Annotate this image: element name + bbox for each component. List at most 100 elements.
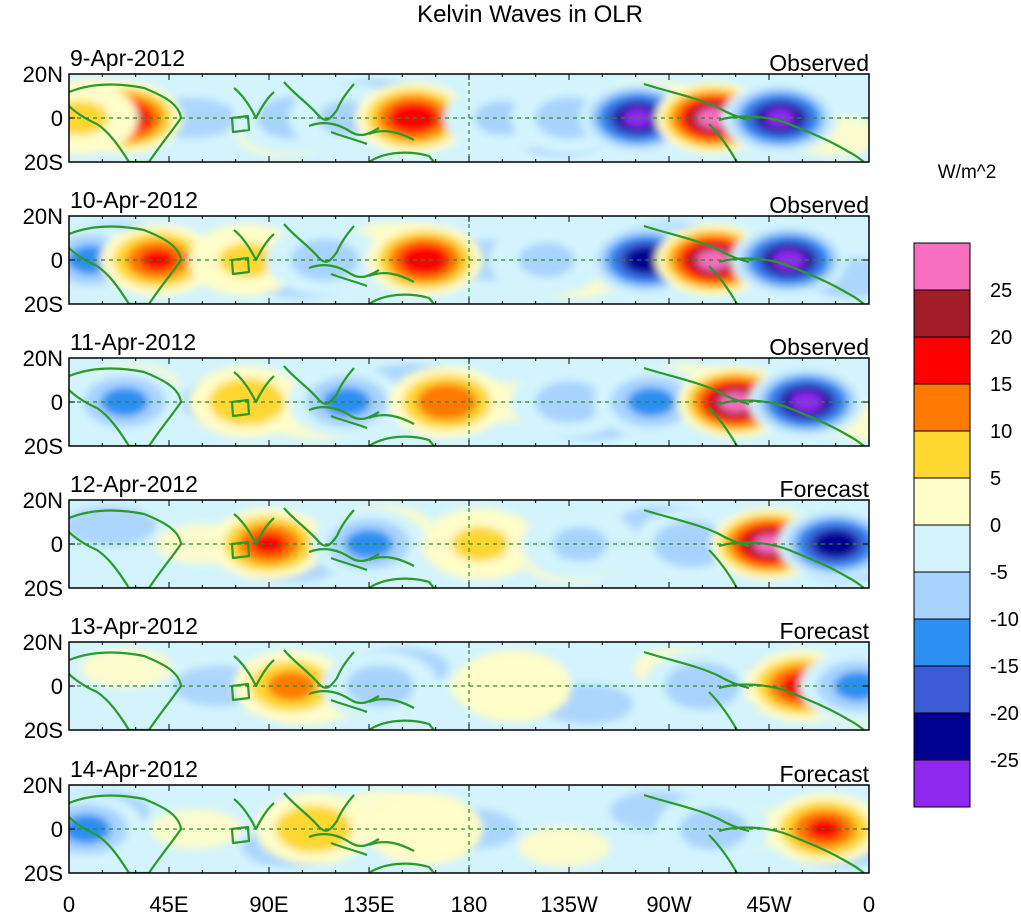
colorbar-bin	[913, 759, 971, 808]
panel-4: 20N 0 20S 12-Apr-2012 Forecast	[23, 471, 870, 601]
y-tick-label: 20S	[24, 576, 63, 601]
y-tick-label: 0	[51, 532, 63, 557]
anomaly-contour	[552, 526, 609, 562]
anomaly-contour	[455, 650, 572, 722]
coastline	[368, 151, 435, 162]
colorbar-bin	[913, 618, 971, 667]
panel-date: 14-Apr-2012	[70, 756, 198, 782]
anomaly-4	[522, 508, 639, 580]
x-tick-label: 0	[863, 892, 875, 917]
panel-date: 11-Apr-2012	[70, 329, 196, 355]
anomaly-contour	[653, 520, 730, 568]
y-tick-label: 20N	[23, 488, 63, 513]
coastlines	[69, 81, 865, 162]
olr-field	[69, 74, 869, 162]
coastline	[69, 83, 183, 162]
coastline-box	[230, 682, 251, 702]
chart-title: Kelvin Waves in OLR	[417, 1, 643, 28]
anomaly-contour	[518, 242, 575, 278]
anomaly-contour	[100, 387, 149, 417]
y-tick-label: 0	[51, 674, 63, 699]
panel-3: 20N 0 20S 11-Apr-2012 Observed	[23, 329, 870, 459]
background-band	[518, 827, 610, 867]
y-tick-label: 20S	[24, 718, 63, 743]
y-tick-label: 0	[51, 390, 63, 415]
anomaly-10	[722, 82, 839, 154]
colorbar-label: 10	[990, 421, 1012, 443]
coastline	[718, 257, 865, 304]
y-tick-label: 0	[51, 106, 63, 131]
x-tick-label: 0	[63, 892, 75, 917]
y-tick-label: 0	[51, 248, 63, 273]
coastline	[330, 130, 368, 146]
y-tick-label: 20N	[23, 630, 63, 655]
colorbar-bin	[913, 524, 971, 573]
y-tick-label: 20N	[23, 773, 63, 798]
y-tick-label: 20N	[23, 204, 63, 229]
coastline-box	[230, 114, 251, 134]
coastline	[368, 435, 435, 446]
background-band	[69, 506, 156, 546]
anomaly-1	[69, 793, 145, 865]
panel-1: 20N 0 20S 9-Apr-2012 Observed	[23, 45, 870, 175]
x-tick-label: 180	[451, 892, 488, 917]
colorbar-bin	[913, 477, 971, 526]
colorbar-bin	[913, 571, 971, 620]
y-tick-label: 20N	[23, 62, 63, 87]
panel-label: Forecast	[780, 761, 870, 787]
panel-5: 20N 0 20S 13-Apr-2012 Forecast	[23, 613, 870, 743]
coastlines	[69, 365, 865, 446]
coastline-box	[230, 825, 251, 845]
colorbar-bin	[913, 383, 971, 432]
coastlines	[69, 792, 865, 873]
colorbar-bin	[913, 289, 971, 338]
anomaly-4	[655, 793, 772, 865]
coastline	[69, 367, 183, 446]
coastline	[708, 691, 738, 730]
colorbar-label: -15	[990, 656, 1019, 678]
anomaly-contour	[290, 239, 359, 281]
coastline	[69, 509, 183, 588]
coastline	[708, 549, 738, 588]
coastline	[368, 130, 415, 141]
coastline	[718, 541, 865, 588]
y-tick-label: 0	[51, 817, 63, 842]
anomaly-3	[288, 366, 405, 438]
anomaly-6	[593, 366, 710, 438]
colorbar-label: 25	[990, 280, 1012, 302]
anomaly-6	[799, 650, 869, 722]
panel-date: 13-Apr-2012	[70, 613, 198, 639]
panel-date: 12-Apr-2012	[70, 471, 198, 497]
x-tick-label: 45E	[149, 892, 188, 917]
x-tick-label: 135E	[343, 892, 394, 917]
anomaly-contour	[679, 808, 748, 850]
coastlines	[69, 223, 865, 304]
coastline	[368, 414, 415, 425]
colorbar-labels: 25 20 15 10 5 0 -5 -10 -15 -20 -25	[990, 280, 1019, 772]
coastline	[330, 272, 368, 288]
y-tick-label: 20S	[24, 292, 63, 317]
coastline	[69, 225, 183, 304]
coastline	[368, 719, 435, 730]
coastline	[283, 507, 355, 547]
coastline	[283, 649, 355, 689]
panel-date: 9-Apr-2012	[70, 45, 185, 71]
x-tick-label: 135W	[540, 892, 598, 917]
coastline	[708, 834, 738, 873]
coastline	[718, 115, 865, 162]
coastline	[708, 123, 738, 162]
coastline	[368, 556, 415, 567]
anomaly-blobs	[69, 82, 839, 154]
coastline	[708, 407, 738, 446]
y-tick-label: 20S	[24, 150, 63, 175]
colorbar: W/m^2 25 20 15 10 5 0 -5 -10 -15 -20 -25	[913, 162, 1019, 808]
panel-label: Forecast	[780, 618, 870, 644]
x-tick-label: 90W	[646, 892, 691, 917]
x-tick-label: 45W	[746, 892, 791, 917]
coastline-box	[230, 398, 251, 418]
coastline	[330, 841, 368, 857]
anomaly-contour	[696, 107, 731, 129]
coastline	[368, 293, 435, 304]
anomaly-contour	[696, 249, 731, 271]
